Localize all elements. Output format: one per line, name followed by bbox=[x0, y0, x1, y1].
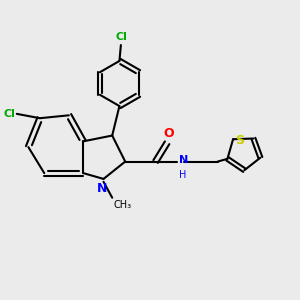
Text: S: S bbox=[236, 134, 244, 147]
Text: N: N bbox=[179, 155, 188, 165]
Text: N: N bbox=[97, 182, 107, 195]
Text: Cl: Cl bbox=[4, 109, 15, 119]
Text: CH₃: CH₃ bbox=[114, 200, 132, 210]
Text: H: H bbox=[179, 170, 186, 180]
Text: O: O bbox=[163, 127, 174, 140]
Text: Cl: Cl bbox=[116, 32, 128, 42]
